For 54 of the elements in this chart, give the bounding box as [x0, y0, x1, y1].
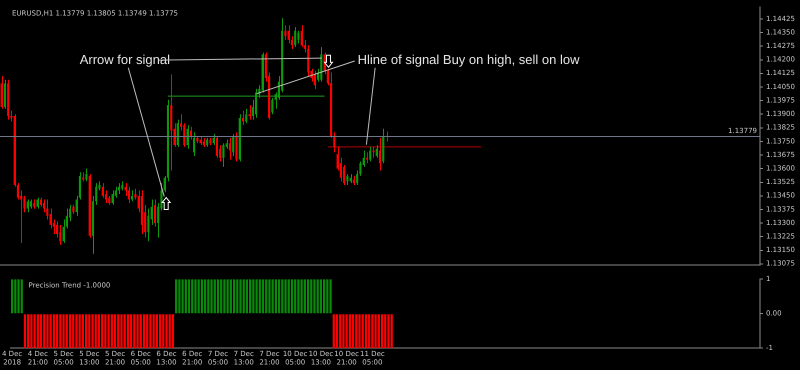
candlestick — [111, 190, 114, 206]
candlestick — [254, 88, 258, 118]
candlestick — [40, 197, 42, 208]
candlestick — [232, 134, 234, 156]
candlestick — [288, 24, 290, 44]
candlestick — [128, 186, 130, 204]
candlestick — [124, 182, 127, 196]
candlestick — [147, 208, 150, 242]
candlestick — [202, 137, 205, 148]
candlestick — [206, 137, 208, 148]
candlestick — [62, 218, 65, 244]
candlestick — [131, 190, 134, 202]
candlestick — [190, 126, 192, 140]
candlestick — [294, 26, 296, 48]
annotation: Arrow for signal — [80, 52, 170, 68]
annotation: Hline of signal Buy on high, sell on low — [358, 52, 580, 68]
candlestick — [176, 119, 179, 148]
candlestick — [376, 144, 378, 158]
candlestick — [300, 24, 303, 48]
candlestick — [297, 30, 300, 44]
candlestick — [369, 146, 372, 162]
candlestick — [0, 76, 3, 110]
candlestick — [36, 197, 39, 210]
candlestick — [314, 70, 316, 90]
candlestick — [102, 182, 104, 198]
candlestick — [154, 198, 156, 228]
candlestick — [346, 174, 348, 186]
candlestick — [121, 180, 124, 191]
candlestick — [222, 142, 224, 168]
candlestick — [4, 79, 6, 110]
candlestick — [235, 132, 238, 162]
candlestick — [33, 198, 36, 210]
candlestick — [271, 97, 274, 115]
candlestick — [82, 172, 84, 182]
candlestick — [42, 198, 46, 213]
candlestick — [372, 146, 375, 158]
candlestick — [118, 182, 120, 195]
candlestick — [248, 104, 251, 120]
candlestick — [352, 175, 355, 186]
candlestick — [216, 136, 218, 158]
candlestick — [242, 110, 244, 126]
candlestick — [350, 174, 352, 184]
candlestick — [56, 220, 58, 238]
candlestick — [200, 136, 202, 146]
candlestick — [228, 137, 232, 160]
candlestick — [186, 124, 189, 150]
candlestick — [212, 134, 215, 146]
candlestick — [85, 168, 88, 182]
candlestick — [193, 132, 196, 156]
candlestick — [245, 108, 248, 124]
candlestick — [72, 204, 74, 215]
candlestick — [26, 198, 29, 213]
candlestick — [378, 137, 382, 171]
candlestick — [59, 224, 62, 246]
